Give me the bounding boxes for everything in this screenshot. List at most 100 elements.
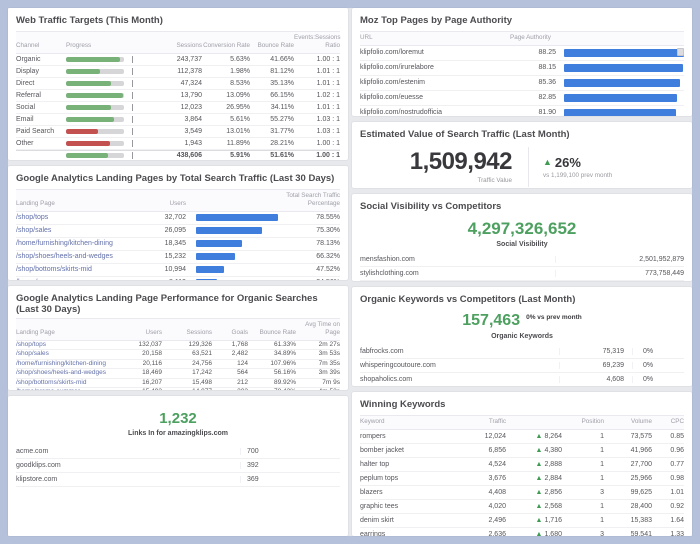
page-authority-value: 85.36: [538, 79, 556, 87]
keyword-row: graphic tees 4,020 ▲ 2,568 1 28,400 0.92: [360, 500, 684, 514]
ratio-value: 1.03 : 1: [316, 115, 340, 123]
users-value: 16,207: [142, 378, 162, 386]
conversion-rate-value: 8.53%: [230, 79, 250, 87]
cpc-value: 1.33: [670, 530, 684, 536]
landing-page-link[interactable]: /shop/shoes/heels-and-wedges: [16, 253, 113, 261]
panel-organic-keywords: Organic Keywords vs Competitors (Last Mo…: [352, 287, 692, 386]
keyword-label: rompers: [360, 432, 386, 440]
landing-performance-row: /home/promo-summer 15,493 14,977 302 78.…: [16, 388, 340, 390]
keyword-label: halter top: [360, 460, 390, 468]
web-traffic-header-row: Channel Progress Sessions Conversion Rat…: [16, 31, 341, 54]
bar-fill: [564, 78, 681, 87]
landing-page-link[interactable]: /shop/tops: [16, 214, 49, 222]
social-rows: mensfashion.com 2,501,952,879 stylishclo…: [360, 253, 684, 281]
ratio-value: 1.02 : 1: [316, 91, 340, 99]
keywords-delta: 0%: [632, 348, 684, 355]
progress-bar: [66, 91, 146, 99]
landing-page-link[interactable]: /shop/bottoms/skirts-mid: [16, 378, 87, 386]
landing-performance-row: /shop/shoes/heels-and-wedges 18,469 17,2…: [16, 369, 340, 379]
progress-bar: [66, 79, 146, 87]
target-marker-icon: [132, 79, 133, 87]
bar-fill: [196, 214, 278, 222]
channel-label: Organic: [16, 55, 41, 63]
web-traffic-row: Referral 13,790 13.09% 66.15% 1.02 : 1: [16, 90, 340, 102]
volume-value: 25,966: [630, 474, 652, 482]
sessions-value: 13,790: [180, 91, 202, 99]
search-value-content: 1,509,942 Traffic Value ▲ 26% vs 1,199,1…: [352, 145, 692, 187]
total-bounce-rate-value: 51.61%: [270, 152, 294, 160]
dashboard: Web Traffic Targets (This Month) Channel…: [8, 8, 692, 536]
avg-time-value: 4m 52s: [296, 389, 340, 390]
moz-row: klipfolio.com/estenim 85.36: [360, 76, 684, 91]
scrollbar-thumb[interactable]: [677, 47, 684, 56]
position-value: 1: [600, 446, 604, 454]
landing-page-link[interactable]: /shop/sales: [16, 227, 52, 235]
users-value: 26,095: [164, 227, 186, 235]
traffic-value-big-number: 1,509,942: [409, 148, 513, 175]
landing-page-link[interactable]: /shop/sales: [16, 350, 49, 358]
bar-fill: [196, 240, 242, 248]
links-in-row: klipstore.com 369: [16, 473, 340, 487]
landing-page-link[interactable]: /shop/tops: [16, 340, 46, 348]
sessions-value: 24,756: [192, 359, 212, 367]
social-table: mensfashion.com 2,501,952,879 stylishclo…: [352, 253, 692, 281]
bounce-rate-value: 61.33%: [273, 340, 296, 348]
landing-page-link[interactable]: /shop/bottoms/skirts-mid: [16, 266, 92, 274]
cpc-value: 0.92: [670, 502, 684, 510]
social-summary: 4,297,326,652 Social Visibility: [352, 217, 692, 248]
panel-links-in: 1,232 Links In for amazingklips.com acme…: [8, 396, 348, 536]
landing-page-link[interactable]: /home/furnishing/kitchen-dining: [16, 359, 106, 367]
traffic-value: 12,024: [484, 432, 506, 440]
column-header-url: URL: [360, 34, 373, 41]
avg-time-value: 3m 39s: [318, 369, 340, 377]
change-wrap: ▲ 2,568: [506, 503, 562, 510]
links-count: 700: [240, 448, 340, 455]
cpc-value: 0.77: [670, 460, 684, 468]
panel-web-traffic-targets: Web Traffic Targets (This Month) Channel…: [8, 8, 348, 160]
landing-pages-table: Landing Page Users Total Search Traffic …: [8, 189, 348, 280]
bounce-rate-value: 56.16%: [273, 369, 296, 377]
column-header-users: Users: [145, 328, 162, 336]
landing-page-link[interactable]: /home/furnishing/kitchen-dining: [16, 240, 113, 248]
progress-fill: [66, 104, 112, 110]
panel-landing-page-performance: Google Analytics Landing Page Performanc…: [8, 286, 348, 390]
web-traffic-row: Social 12,023 26.95% 34.11% 1.01 : 1: [16, 102, 340, 114]
landing-page-link[interactable]: /home/promo-summer: [16, 279, 134, 280]
links-in-label: Links In for amazingklips.com: [128, 430, 228, 437]
winning-keywords-header-row: Keyword Traffic Position Volume CPC: [360, 415, 684, 430]
landing-page-link[interactable]: /shop/shoes/heels-and-wedges: [16, 369, 106, 377]
moz-row: klipfolio.com/nostrudofficia 81.90: [360, 106, 684, 116]
position-value: 3: [600, 488, 604, 496]
competitor-site: fabfrocks.com: [360, 348, 560, 355]
landing-performance-row: /shop/sales 20,158 63,521 2,482 34.89% 3…: [16, 350, 340, 360]
up-triangle-icon: ▲: [535, 530, 543, 536]
traffic-value: 4,020: [488, 502, 506, 510]
competitor-site: shopaholics.com: [360, 376, 560, 383]
position-value: 3: [600, 530, 604, 536]
keywords-value: 69,239: [602, 362, 624, 369]
keyword-row: blazers 4,408 ▲ 2,856 3 99,625 1.01: [360, 486, 684, 500]
links-in-summary: 1,232 Links In for amazingklips.com: [8, 396, 348, 437]
page-url: klipfolio.com/euesse: [360, 94, 424, 102]
panel-title-social: Social Visibility vs Competitors: [360, 201, 502, 212]
web-traffic-total-row: 438,606 5.91% 51.61% 1.00 : 1: [16, 149, 340, 160]
progress-bar: [66, 67, 146, 75]
page-authority-value: 88.15: [538, 64, 556, 72]
progress-track: [66, 153, 124, 159]
up-triangle-icon: ▲: [535, 488, 543, 496]
conversion-rate-value: 13.09%: [226, 91, 250, 99]
page-url: klipfolio.com/irurelabore: [360, 64, 434, 72]
traffic-value: 3,676: [488, 474, 506, 482]
change-value: 1,716: [544, 516, 562, 524]
column-header-goals: Goals: [231, 328, 248, 336]
organic-summary: 157,463 0% vs prev month: [352, 310, 692, 330]
traffic-value: 6,856: [488, 446, 506, 454]
bar-fill: [196, 266, 224, 274]
volume-value: 41,966: [630, 446, 652, 454]
web-traffic-row: Direct 47,324 8.53% 35.13% 1.01 : 1: [16, 78, 340, 90]
channel-label: Other: [16, 139, 34, 147]
progress-track: [66, 128, 124, 134]
delta-percent: 26%: [554, 155, 581, 170]
landing-page-link[interactable]: /home/promo-summer: [16, 389, 116, 390]
keywords-delta: 0%: [632, 376, 684, 383]
